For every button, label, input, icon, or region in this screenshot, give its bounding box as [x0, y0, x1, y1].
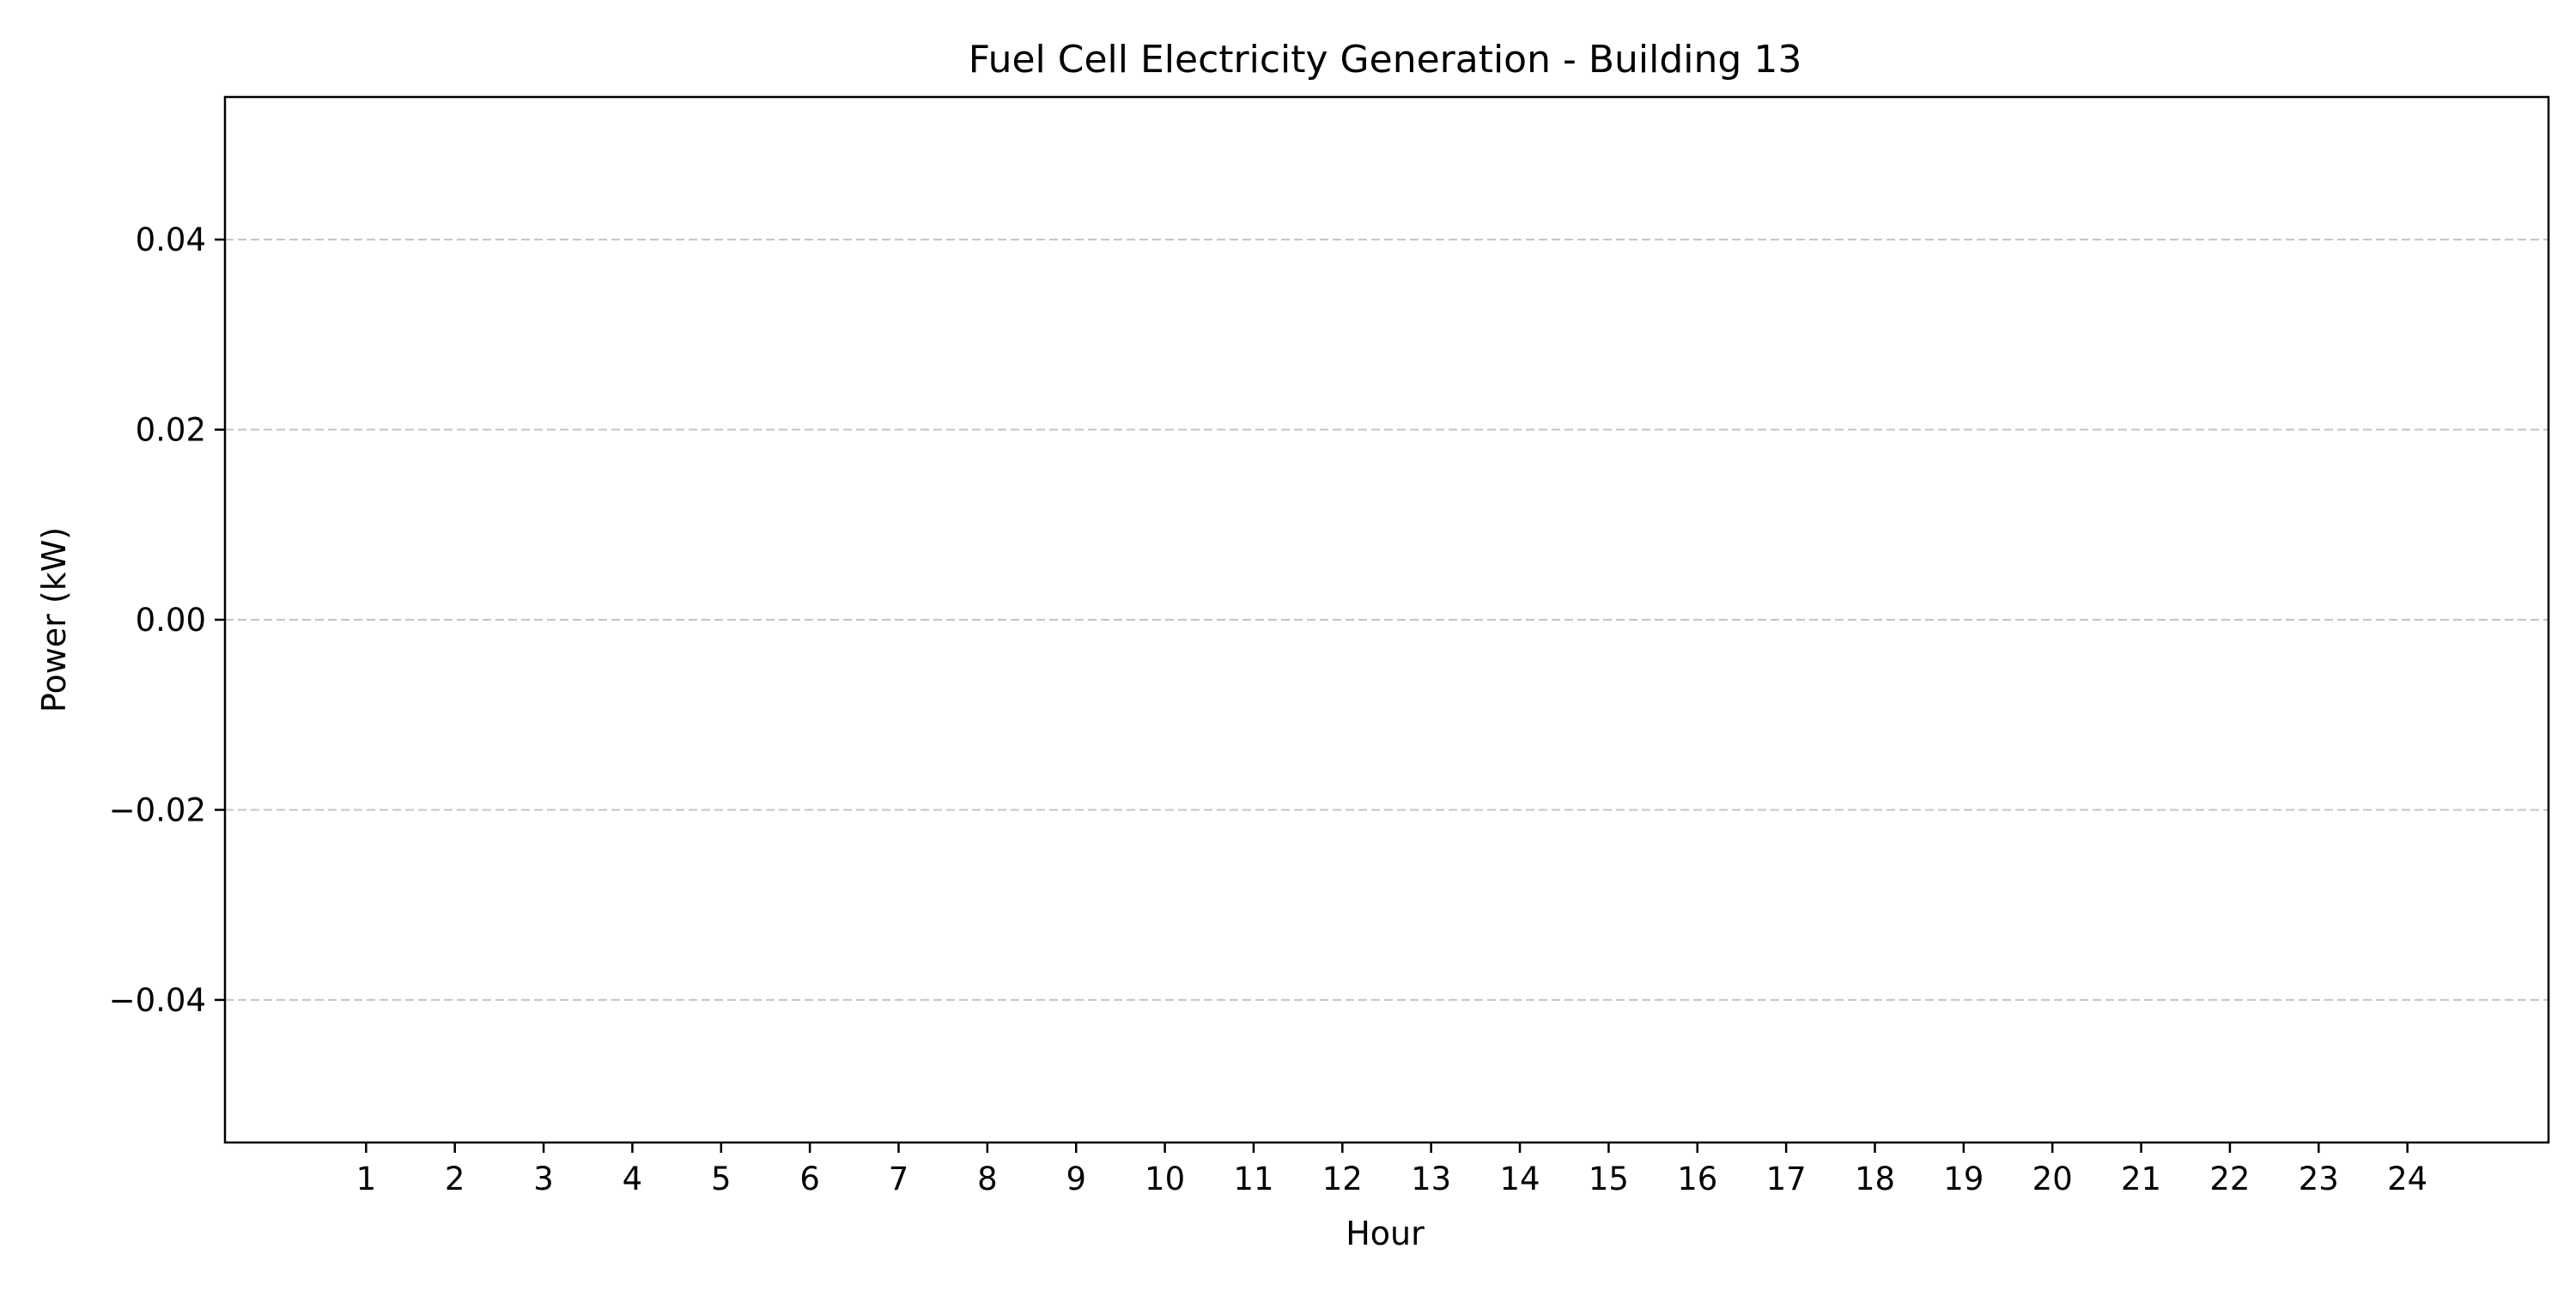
x-tick-label: 16 — [1677, 1161, 1717, 1197]
x-tick-label: 14 — [1499, 1161, 1540, 1197]
x-tick-label: 1 — [356, 1161, 377, 1197]
x-tick-label: 20 — [2032, 1161, 2073, 1197]
y-axis-ticks: −0.04 −0.02 0.00 0.02 0.04 — [109, 221, 225, 1019]
chart-title: Fuel Cell Electricity Generation - Build… — [969, 38, 1802, 82]
x-tick-label: 23 — [2299, 1161, 2339, 1197]
x-tick-label: 22 — [2209, 1161, 2250, 1197]
x-tick-label: 21 — [2121, 1161, 2161, 1197]
y-tick-label: −0.04 — [109, 982, 206, 1019]
x-axis-ticks: 1 2 3 4 5 6 7 8 9 10 11 12 13 14 15 16 17 18 19 20 21 22 23 24 — [356, 1143, 2427, 1197]
x-tick-label: 19 — [1943, 1161, 1984, 1197]
x-tick-label: 6 — [799, 1161, 820, 1197]
x-tick-label: 10 — [1145, 1161, 1185, 1197]
x-tick-label: 11 — [1233, 1161, 1273, 1197]
x-tick-label: 7 — [889, 1161, 909, 1197]
y-tick-label: 0.02 — [136, 412, 206, 449]
x-tick-label: 24 — [2387, 1161, 2427, 1197]
x-tick-label: 15 — [1589, 1161, 1629, 1197]
x-tick-label: 5 — [711, 1161, 732, 1197]
x-axis-label: Hour — [1346, 1215, 1425, 1252]
x-tick-label: 18 — [1855, 1161, 1895, 1197]
x-tick-label: 8 — [977, 1161, 998, 1197]
y-tick-label: −0.02 — [109, 791, 206, 828]
x-tick-label: 13 — [1411, 1161, 1451, 1197]
x-tick-label: 9 — [1066, 1161, 1086, 1197]
x-tick-label: 3 — [533, 1161, 554, 1197]
x-tick-label: 12 — [1322, 1161, 1363, 1197]
gridlines — [225, 239, 2549, 1001]
x-tick-label: 2 — [445, 1161, 465, 1197]
y-tick-label: 0.04 — [136, 221, 206, 258]
y-axis-label: Power (kW) — [35, 527, 73, 712]
y-tick-label: 0.00 — [136, 602, 206, 639]
x-tick-label: 4 — [623, 1161, 643, 1197]
x-tick-label: 17 — [1766, 1161, 1807, 1197]
